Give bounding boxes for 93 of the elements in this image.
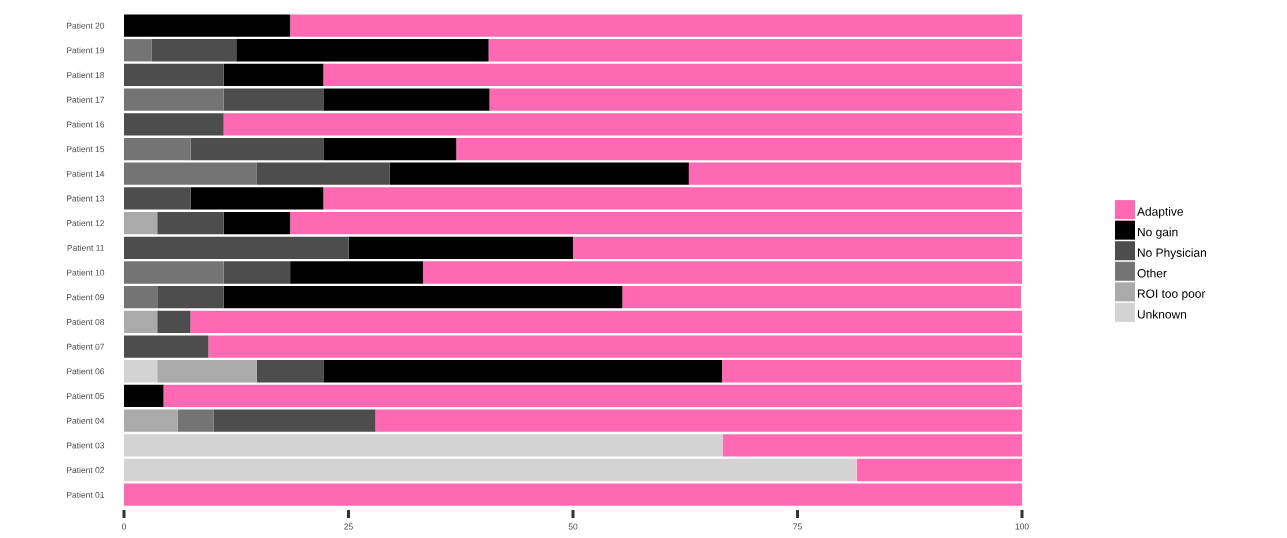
x-tick-label: 75 bbox=[793, 523, 802, 530]
bar bbox=[323, 88, 490, 111]
y-tick-label: Patient 15 bbox=[67, 145, 105, 153]
bar bbox=[124, 187, 191, 210]
y-tick-label: Patient 03 bbox=[67, 442, 105, 449]
bar bbox=[124, 113, 224, 136]
bar bbox=[124, 458, 857, 482]
legend-label: ROI too poor bbox=[1137, 289, 1206, 301]
bar bbox=[223, 113, 1023, 136]
bar bbox=[488, 39, 1023, 62]
bar bbox=[190, 310, 1023, 334]
y-tick-label: Patient 16 bbox=[67, 121, 105, 128]
bar bbox=[124, 88, 224, 111]
bar bbox=[256, 360, 324, 383]
bar bbox=[323, 137, 457, 161]
y-tick-label: Patient 04 bbox=[67, 417, 105, 424]
y-tick-label: Patient 13 bbox=[67, 195, 105, 202]
bar bbox=[124, 63, 224, 87]
y-tick-label: Patient 05 bbox=[67, 392, 105, 400]
y-tick-label: Patient 01 bbox=[67, 491, 105, 498]
bar bbox=[622, 286, 1022, 309]
bar bbox=[323, 63, 1023, 87]
bar bbox=[124, 14, 291, 37]
bar bbox=[124, 384, 164, 408]
bar bbox=[323, 187, 1023, 210]
bar bbox=[375, 409, 1023, 432]
bar bbox=[124, 409, 178, 432]
y-tick-label: Patient 14 bbox=[67, 170, 105, 177]
x-tick-label: 50 bbox=[568, 523, 578, 530]
bar bbox=[124, 360, 158, 383]
bar bbox=[177, 409, 214, 432]
bar bbox=[223, 63, 324, 87]
bar bbox=[124, 211, 158, 235]
bar bbox=[157, 211, 224, 235]
y-tick-label: Patient 20 bbox=[67, 22, 105, 29]
bar bbox=[157, 310, 191, 334]
y-tick-label: Patient 08 bbox=[67, 318, 105, 325]
bar bbox=[124, 162, 257, 185]
bar bbox=[348, 236, 573, 259]
y-tick-label: Patient 07 bbox=[67, 343, 105, 350]
legend-label: No gain bbox=[1137, 227, 1178, 239]
bar bbox=[223, 286, 623, 309]
legend-label: Other bbox=[1137, 268, 1167, 278]
legend-label: Adaptive bbox=[1137, 207, 1183, 219]
bar bbox=[223, 88, 324, 111]
y-tick-label: Patient 09 bbox=[67, 294, 105, 301]
y-tick-label: Patient 11 bbox=[67, 244, 105, 251]
bar bbox=[213, 409, 376, 432]
bar bbox=[124, 335, 209, 358]
bar bbox=[722, 360, 1022, 383]
x-tick-label: 100 bbox=[1015, 523, 1029, 530]
y-tick-label: Patient 10 bbox=[67, 269, 105, 276]
bar bbox=[722, 434, 1023, 457]
bar bbox=[124, 310, 158, 334]
bar bbox=[157, 286, 224, 309]
bar bbox=[124, 39, 152, 62]
bar bbox=[688, 162, 1022, 185]
bar bbox=[124, 434, 723, 457]
bar bbox=[856, 458, 1023, 482]
bar bbox=[157, 360, 257, 383]
bar bbox=[423, 261, 1023, 284]
bar bbox=[223, 261, 291, 284]
bar bbox=[323, 360, 723, 383]
legend-label: No Physician bbox=[1137, 248, 1206, 260]
bar bbox=[236, 39, 489, 62]
bar bbox=[124, 137, 191, 161]
bar bbox=[163, 384, 1023, 408]
bar bbox=[124, 286, 158, 309]
bar bbox=[456, 137, 1023, 161]
bar bbox=[124, 236, 349, 259]
bar bbox=[151, 39, 237, 62]
bar bbox=[290, 14, 1023, 37]
y-tick-label: Patient 19 bbox=[67, 47, 105, 54]
bar bbox=[190, 137, 324, 161]
x-tick-label: 25 bbox=[344, 523, 353, 530]
y-tick-label: Patient 06 bbox=[67, 368, 105, 375]
bar bbox=[573, 236, 1023, 259]
bar bbox=[124, 483, 1023, 506]
bar bbox=[489, 88, 1023, 111]
bar bbox=[290, 211, 1023, 235]
bar bbox=[223, 211, 291, 235]
legend-label: Unknown bbox=[1137, 309, 1187, 319]
y-tick-label: Patient 17 bbox=[67, 96, 105, 103]
bar bbox=[389, 162, 689, 185]
bar bbox=[208, 335, 1023, 358]
bar bbox=[124, 261, 224, 284]
bar bbox=[190, 187, 324, 210]
y-tick-label: Patient 12 bbox=[67, 219, 105, 227]
y-tick-label: Patient 02 bbox=[67, 466, 105, 474]
x-tick-label: 0 bbox=[121, 523, 127, 530]
bar bbox=[290, 261, 424, 284]
y-tick-label: Patient 18 bbox=[67, 71, 105, 79]
bar bbox=[256, 162, 390, 185]
